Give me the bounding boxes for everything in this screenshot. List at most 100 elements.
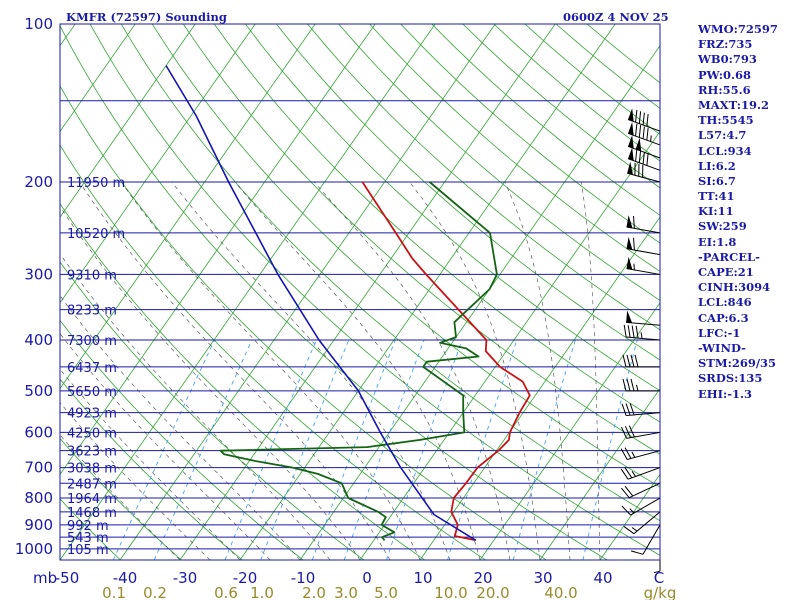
index-line: TT:41: [698, 189, 735, 204]
index-line: SW:259: [698, 219, 747, 234]
pressure-tick-label: 1000: [15, 540, 53, 558]
wind-barb: [627, 122, 661, 146]
moist-adiabat: [120, 181, 421, 560]
mixing-ratio-label: 1.0: [250, 584, 274, 600]
mixing-ratio-label: 3.0: [334, 584, 358, 600]
wind-barb: [621, 497, 661, 516]
background-grid: [0, 24, 660, 560]
height-label: 992 m: [67, 519, 109, 534]
wind-barb: [623, 324, 661, 341]
isotherm: [60, 24, 136, 133]
moist-adiabat: [171, 181, 451, 560]
wind-barb: [626, 310, 661, 326]
mixing-ratio-label: 5.0: [374, 584, 398, 600]
stability-indices-panel: WMO:72597 FRZ:735 WB0:793 PW:0.68 RH:55.6 MAX…: [698, 22, 800, 402]
index-line: TH:5545: [698, 113, 754, 128]
temperature-tick-label: C: [654, 569, 664, 587]
index-line: KI:11: [698, 204, 734, 219]
isotherm: [179, 24, 556, 560]
height-label: 3623 m: [67, 445, 117, 460]
isotherm: [60, 24, 196, 218]
height-label: 8233 m: [67, 304, 117, 319]
dry-adiabat: [60, 378, 243, 560]
index-line: CAPE:21: [698, 265, 754, 279]
station-title: KMFR (72597) Sounding: [66, 10, 227, 24]
mixing-ratio-line: [311, 339, 396, 560]
wind-barb: [626, 236, 661, 256]
dry-adiabat: [60, 25, 608, 560]
dry-adiabat: [60, 144, 486, 560]
moist-adiabat: [60, 295, 301, 560]
mixing-ratio-label: 0.2: [143, 584, 167, 600]
isotherm: [419, 216, 660, 560]
index-line: PW:0.68: [698, 67, 752, 82]
mixing-ratio-label: g/kg: [644, 584, 677, 600]
index-line: CAP:6.3: [698, 310, 749, 325]
index-line: WMO:72597: [698, 22, 778, 36]
wind-barb: [623, 511, 661, 535]
mixing-ratio-line: [112, 339, 215, 560]
dry-adiabat: [120, 24, 660, 522]
temperature-tick-label: -20: [233, 569, 258, 587]
height-label: 7300 m: [67, 334, 117, 349]
dry-adiabat: [369, 24, 660, 272]
pressure-tick-label: 800: [24, 489, 53, 507]
mixing-ratio-label: 2.0: [302, 584, 326, 600]
index-line: CINH:3094: [698, 280, 771, 295]
wind-barb: [621, 403, 661, 417]
index-line: L57:4.7: [698, 128, 747, 143]
pressure-tick-label: 600: [24, 423, 53, 441]
index-line: WB0:793: [698, 52, 757, 67]
index-line: SRDS:135: [698, 371, 763, 386]
wind-barb: [620, 467, 661, 480]
x-axis-label: mb: [33, 569, 57, 587]
isotherm: [539, 387, 660, 560]
wind-barbs: [620, 108, 661, 574]
height-label: 4923 m: [67, 407, 117, 422]
isotherm: [60, 24, 376, 475]
wind-barb: [626, 256, 661, 275]
mixing-ratio-label: 0.6: [214, 584, 238, 600]
wind-barb: [620, 447, 661, 460]
temperature-tick-label: -50: [55, 569, 80, 587]
index-line: -WIND-: [698, 340, 746, 355]
index-line: STM:269/35: [698, 356, 777, 371]
temperature-tick-label: -10: [291, 569, 316, 587]
dry-adiabat: [182, 24, 660, 455]
mixing-ratio-line: [386, 339, 463, 560]
wind-barb: [627, 108, 661, 132]
dry-adiabat: [400, 24, 660, 244]
moist-adiabat: [409, 181, 541, 560]
mixing-ratio-line: [260, 339, 350, 560]
parcel-trace: [165, 65, 477, 541]
moist-adiabat: [504, 181, 571, 560]
moist-adiabat: [581, 181, 601, 560]
wind-barb: [630, 524, 661, 555]
pressure-tick-label: 200: [24, 173, 53, 191]
wind-barb: [622, 378, 660, 392]
height-label: 11950 m: [67, 176, 125, 191]
mixing-ratio-label: 40.0: [544, 584, 577, 600]
pressure-tick-label: 400: [24, 331, 53, 349]
isotherm: [359, 130, 660, 560]
isotherm: [60, 24, 256, 304]
isotherm: [0, 24, 15, 560]
temperature-trace: [361, 181, 531, 542]
moist-adiabat: [79, 181, 391, 560]
index-line: RH:55.6: [698, 82, 751, 97]
sounding-traces: [165, 65, 531, 542]
height-label: 9310 m: [67, 268, 117, 283]
temperature-tick-label: -30: [173, 569, 198, 587]
dry-adiabat: [60, 85, 547, 560]
index-line: SI:6.7: [698, 173, 736, 188]
wind-barb: [626, 215, 661, 234]
moist-adiabat: [313, 181, 511, 560]
index-line: LCL:934: [698, 143, 752, 158]
height-label: 5650 m: [67, 385, 117, 400]
dewpoint-trace: [219, 181, 498, 541]
pressure-tick-label: 300: [24, 265, 53, 283]
temperature-tick-label: 40: [593, 569, 612, 587]
pressure-tick-label: 500: [24, 382, 53, 400]
isotherm: [60, 24, 76, 47]
